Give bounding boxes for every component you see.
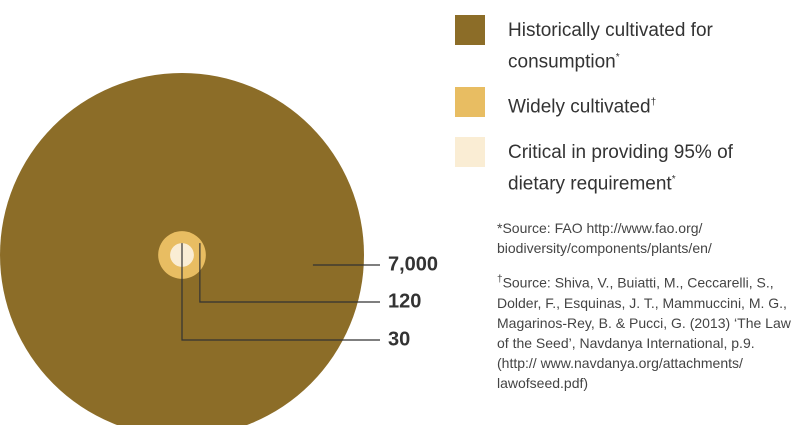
value-label: 30 (388, 328, 410, 350)
value-label: 120 (388, 290, 421, 312)
footnote: †Source: Shiva, V., Buiatti, M., Ceccare… (497, 270, 795, 393)
value-label: 7,000 (388, 253, 438, 275)
legend-swatch (455, 87, 485, 117)
legend-entry: Critical in providing 95% of dietary req… (508, 139, 794, 197)
legend-text: Historically cultivated for consumption (508, 20, 713, 73)
leader-line (181, 243, 380, 341)
legend-swatch (455, 137, 485, 167)
legend-marker: * (671, 174, 676, 185)
legend-swatch (455, 15, 485, 45)
leader-line (199, 243, 380, 303)
legend-entry: Historically cultivated for consumption* (508, 17, 794, 75)
footnote-mark: * (497, 220, 503, 236)
legend-text: Critical in providing 95% of dietary req… (508, 142, 733, 195)
legend-marker: † (650, 97, 657, 108)
legend-entry: Widely cultivated† (508, 89, 794, 120)
legend-text: Widely cultivated (508, 96, 651, 118)
legend-marker: * (615, 52, 620, 63)
footnote-text: Source: FAO http://www.fao.org/ biodiver… (497, 220, 712, 256)
footnote-text: Source: Shiva, V., Buiatti, M., Ceccarel… (497, 274, 791, 391)
footnote: *Source: FAO http://www.fao.org/ biodive… (497, 218, 795, 258)
footnote-mark: † (497, 274, 503, 285)
